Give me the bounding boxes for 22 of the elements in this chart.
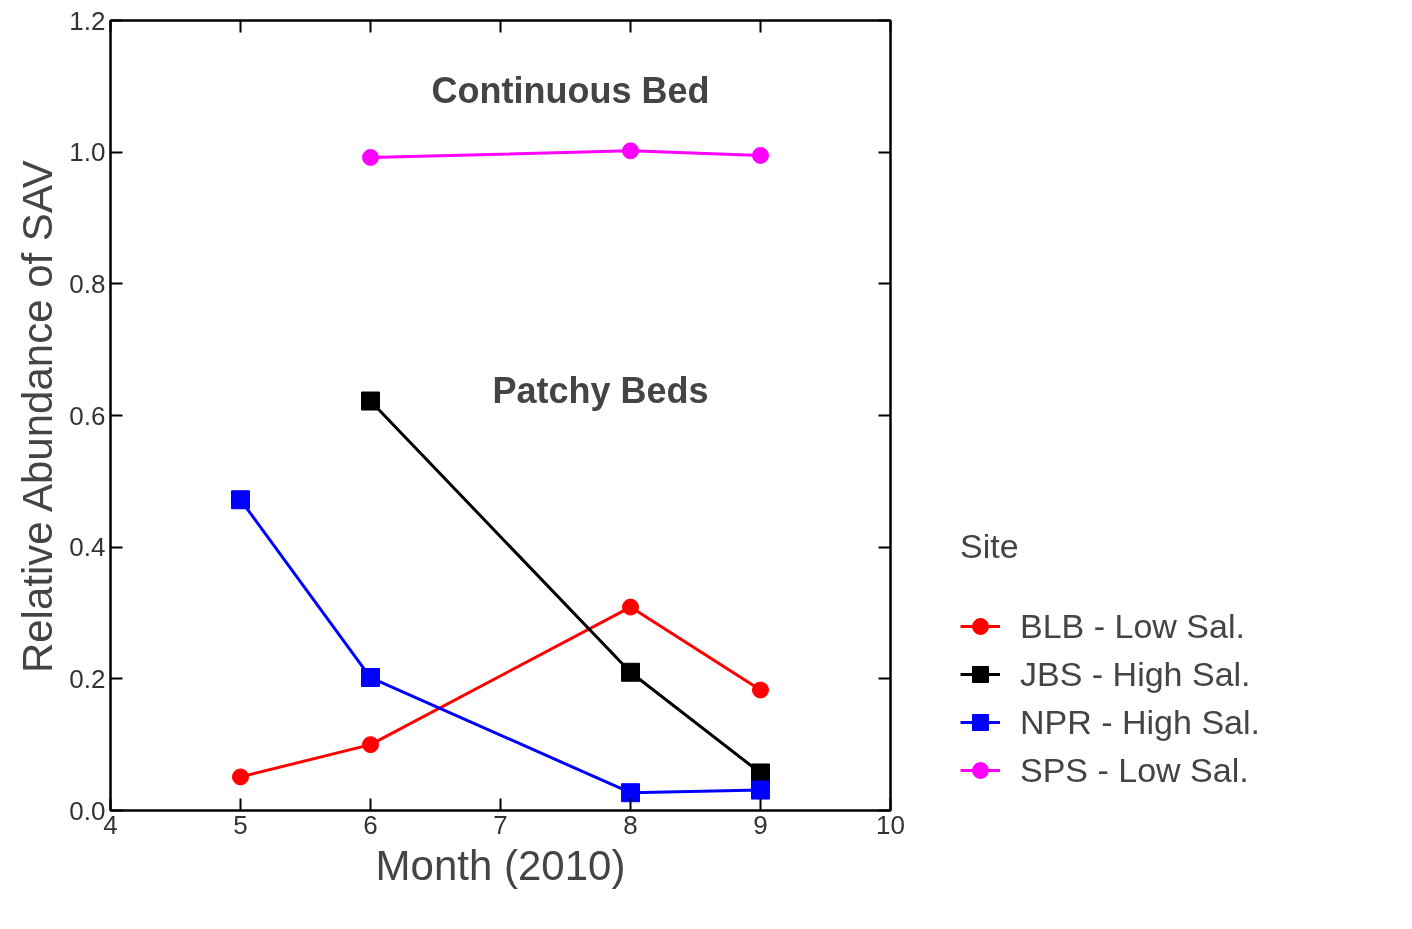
- x-tick-label: 6: [363, 809, 378, 840]
- y-tick-label: 0.6: [69, 400, 106, 431]
- legend-label: BLB - Low Sal.: [1020, 606, 1245, 646]
- y-tick-label: 0.2: [69, 663, 106, 694]
- annotation: Continuous Bed: [431, 69, 710, 111]
- y-tick-label: 1.0: [69, 137, 106, 168]
- legend-title: Site: [960, 527, 1020, 566]
- x-tick-label: 8: [623, 809, 638, 840]
- legend-label: NPR - High Sal.: [1020, 702, 1260, 742]
- legend-label: JBS - High Sal.: [1020, 654, 1251, 694]
- y-axis-title: Relative Abundance of SAV: [14, 160, 62, 674]
- x-tick-label: 7: [493, 809, 508, 840]
- x-axis-title: Month (2010): [375, 841, 626, 889]
- y-tick-label: 0.4: [69, 532, 106, 563]
- x-tick-label: 10: [876, 809, 905, 840]
- x-tick-label: 9: [753, 809, 768, 840]
- annotation: Patchy Beds: [492, 369, 709, 411]
- x-tick-label: 5: [233, 809, 248, 840]
- y-tick-label: 0.8: [69, 268, 106, 299]
- legend-label: SPS - Low Sal.: [1020, 750, 1249, 790]
- y-tick-label: 0.0: [69, 795, 106, 826]
- y-tick-label: 1.2: [69, 5, 106, 36]
